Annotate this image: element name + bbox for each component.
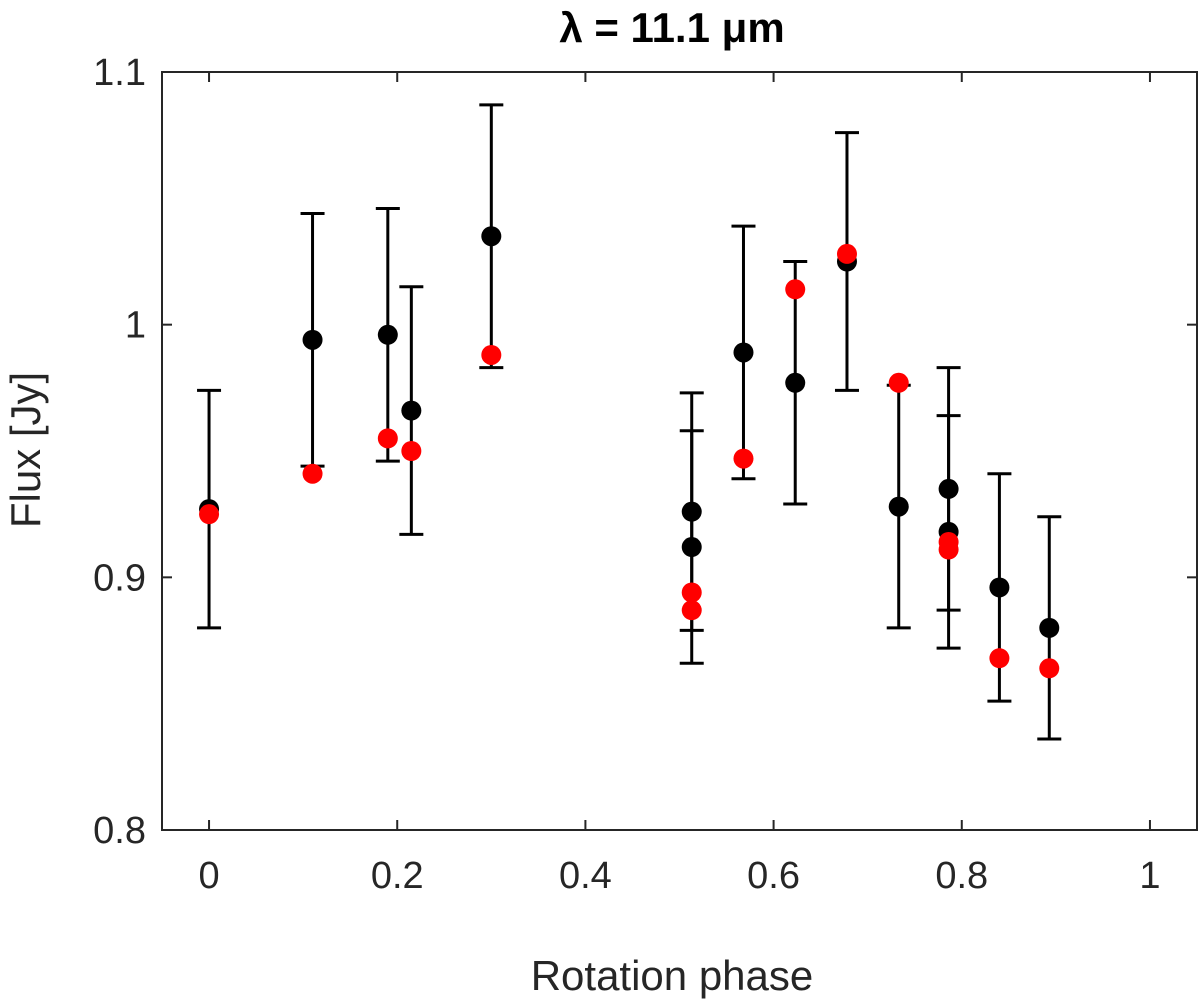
model-point (938, 539, 959, 560)
model-point (681, 600, 702, 621)
observed-point (733, 342, 754, 363)
observed-point (681, 501, 702, 522)
model-point (888, 372, 909, 393)
model-point (681, 582, 702, 603)
observed-point (401, 400, 422, 421)
model-point (989, 648, 1010, 669)
model-point (481, 344, 502, 365)
x-tick-label: 1 (1139, 855, 1160, 897)
observed-point (888, 496, 909, 517)
model-point (1039, 658, 1060, 679)
observed-point (1039, 617, 1060, 638)
x-tick-label: 0.8 (935, 855, 988, 897)
model-point (302, 463, 323, 484)
observed-point (681, 537, 702, 558)
model-point (377, 428, 398, 449)
model-point (733, 448, 754, 469)
y-tick-label: 1 (125, 305, 146, 347)
observed-point (938, 478, 959, 499)
observed-point (302, 329, 323, 350)
observed-point (785, 372, 806, 393)
y-tick-label: 0.9 (93, 557, 146, 599)
model-point (836, 243, 857, 264)
plot-area (161, 71, 1198, 831)
model-point (785, 279, 806, 300)
x-axis-label: Rotation phase (531, 952, 814, 999)
y-tick-label: 1.1 (93, 52, 146, 94)
x-tick-label: 0.4 (559, 855, 612, 897)
x-tick-label: 0.2 (371, 855, 424, 897)
observed-point (481, 226, 502, 247)
observed-point (989, 577, 1010, 598)
x-tick-label: 0.6 (747, 855, 800, 897)
model-point (199, 504, 220, 525)
y-axis-label: Flux [Jy] (2, 372, 49, 528)
x-tick-label: 0 (198, 855, 219, 897)
y-tick-label: 0.8 (93, 810, 146, 852)
model-point (401, 441, 422, 461)
observed-point (377, 324, 398, 345)
chart-title: λ = 11.1 μm (559, 4, 784, 51)
